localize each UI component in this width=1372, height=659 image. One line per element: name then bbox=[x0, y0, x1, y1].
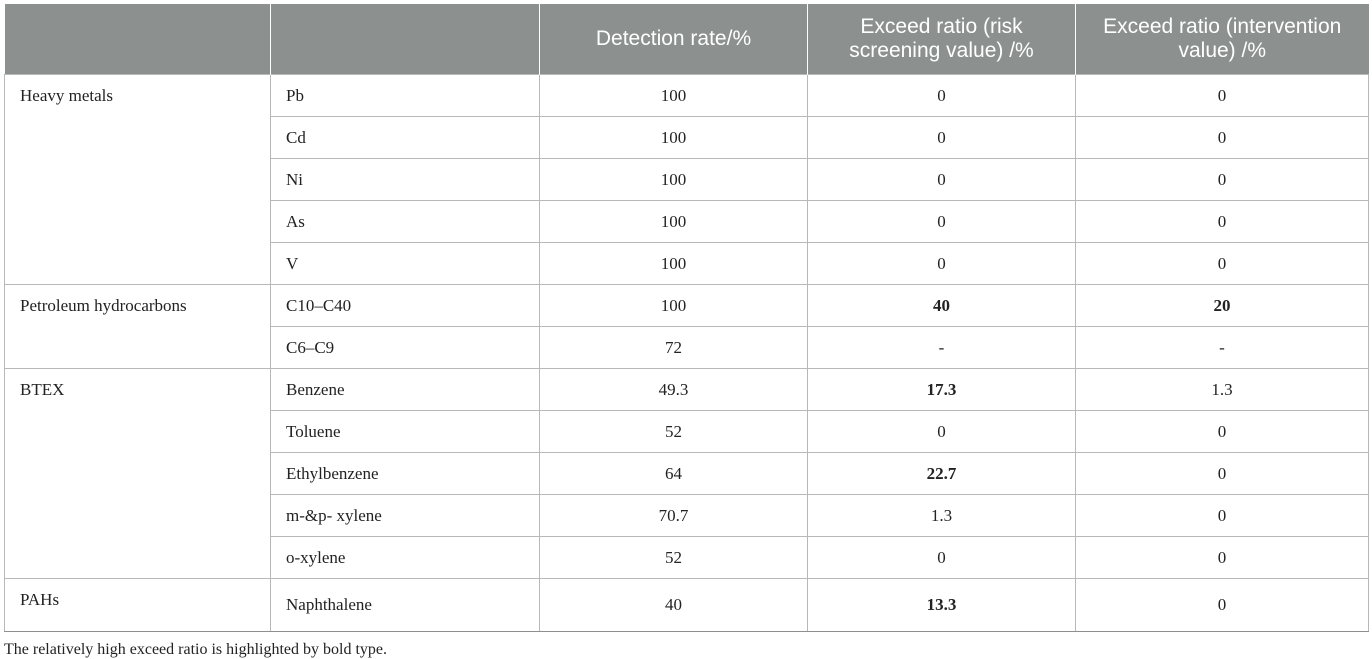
detection-cell: 49.3 bbox=[539, 368, 808, 411]
exceed-intervention-cell: 0 bbox=[1075, 494, 1369, 537]
exceed-risk-cell: 22.7 bbox=[807, 452, 1076, 495]
item-cell: Naphthalene bbox=[270, 578, 540, 632]
header-cell-exceed-intervention: Exceed ratio (intervention value) /% bbox=[1075, 4, 1369, 75]
exceed-risk-cell: 17.3 bbox=[807, 368, 1076, 411]
data-table: Detection rate/% Exceed ratio (risk scre… bbox=[4, 4, 1369, 632]
item-cell: Ethylbenzene bbox=[270, 452, 540, 495]
detection-cell: 100 bbox=[539, 74, 808, 117]
table-row: C6–C9 72 - - bbox=[5, 326, 1369, 369]
header-cell-group bbox=[4, 4, 271, 75]
table-row: m-&p- xylene 70.7 1.3 0 bbox=[5, 494, 1369, 537]
item-cell: m-&p- xylene bbox=[270, 494, 540, 537]
detection-cell: 100 bbox=[539, 242, 808, 285]
exceed-intervention-cell: - bbox=[1075, 326, 1369, 369]
item-cell: o-xylene bbox=[270, 536, 540, 579]
table-row: o-xylene 52 0 0 bbox=[5, 536, 1369, 579]
exceed-intervention-cell: 0 bbox=[1075, 410, 1369, 453]
group-label-heavy-metals: Heavy metals bbox=[4, 74, 271, 285]
detection-cell: 72 bbox=[539, 326, 808, 369]
group-label-petroleum-hydrocarbons: Petroleum hydrocarbons bbox=[4, 284, 271, 369]
item-cell: C10–C40 bbox=[270, 284, 540, 327]
table-row: Petroleum hydrocarbons C10–C40 100 40 20 bbox=[4, 284, 1369, 369]
header-cell-exceed-risk: Exceed ratio (risk screening value) /% bbox=[807, 4, 1076, 75]
group-label-pahs: PAHs bbox=[4, 578, 271, 632]
header-cell-detection-rate: Detection rate/% bbox=[539, 4, 808, 75]
detection-cell: 70.7 bbox=[539, 494, 808, 537]
detection-cell: 100 bbox=[539, 116, 808, 159]
table-header: Detection rate/% Exceed ratio (risk scre… bbox=[4, 4, 1369, 75]
detection-cell: 64 bbox=[539, 452, 808, 495]
header-cell-item bbox=[270, 4, 540, 75]
detection-cell: 40 bbox=[539, 578, 808, 632]
exceed-intervention-cell: 1.3 bbox=[1075, 368, 1369, 411]
exceed-risk-cell: 0 bbox=[807, 242, 1076, 285]
exceed-intervention-cell: 0 bbox=[1075, 536, 1369, 579]
detection-cell: 100 bbox=[539, 158, 808, 201]
item-cell: As bbox=[270, 200, 540, 243]
item-cell: V bbox=[270, 242, 540, 285]
item-cell: C6–C9 bbox=[270, 326, 540, 369]
exceed-intervention-cell: 0 bbox=[1075, 578, 1369, 632]
table-container: Detection rate/% Exceed ratio (risk scre… bbox=[4, 4, 1369, 659]
detection-cell: 52 bbox=[539, 410, 808, 453]
exceed-intervention-cell: 0 bbox=[1075, 116, 1369, 159]
exceed-risk-cell: 0 bbox=[807, 158, 1076, 201]
exceed-risk-cell: 0 bbox=[807, 74, 1076, 117]
item-cell: Benzene bbox=[270, 368, 540, 411]
header-row: Detection rate/% Exceed ratio (risk scre… bbox=[4, 4, 1369, 75]
item-cell: Toluene bbox=[270, 410, 540, 453]
exceed-risk-cell: 0 bbox=[807, 200, 1076, 243]
item-cell: Pb bbox=[270, 74, 540, 117]
table-row: PAHs Naphthalene 40 13.3 0 bbox=[4, 578, 1369, 632]
exceed-intervention-cell: 0 bbox=[1075, 452, 1369, 495]
exceed-intervention-cell: 0 bbox=[1075, 74, 1369, 117]
group-label-btex: BTEX bbox=[4, 368, 271, 579]
exceed-risk-cell: 40 bbox=[807, 284, 1076, 327]
exceed-risk-cell: 13.3 bbox=[807, 578, 1076, 632]
table-row: V 100 0 0 bbox=[5, 242, 1369, 285]
exceed-intervention-cell: 0 bbox=[1075, 242, 1369, 285]
table-footnote: The relatively high exceed ratio is high… bbox=[4, 641, 388, 658]
item-cell: Cd bbox=[270, 116, 540, 159]
exceed-intervention-cell: 0 bbox=[1075, 158, 1369, 201]
exceed-intervention-cell: 0 bbox=[1075, 200, 1369, 243]
detection-cell: 100 bbox=[539, 200, 808, 243]
table-row: BTEX Benzene 49.3 17.3 1.3 bbox=[4, 368, 1369, 579]
exceed-intervention-cell: 20 bbox=[1075, 284, 1369, 327]
exceed-risk-cell: - bbox=[807, 326, 1076, 369]
detection-cell: 100 bbox=[539, 284, 808, 327]
item-cell: Ni bbox=[270, 158, 540, 201]
table-row: Heavy metals Pb 100 0 0 bbox=[4, 74, 1369, 285]
exceed-risk-cell: 0 bbox=[807, 410, 1076, 453]
exceed-risk-cell: 0 bbox=[807, 536, 1076, 579]
exceed-risk-cell: 1.3 bbox=[807, 494, 1076, 537]
table-body: Heavy metals Pb 100 0 0 Cd 100 0 0 Ni 10… bbox=[4, 74, 1369, 632]
detection-cell: 52 bbox=[539, 536, 808, 579]
exceed-risk-cell: 0 bbox=[807, 116, 1076, 159]
